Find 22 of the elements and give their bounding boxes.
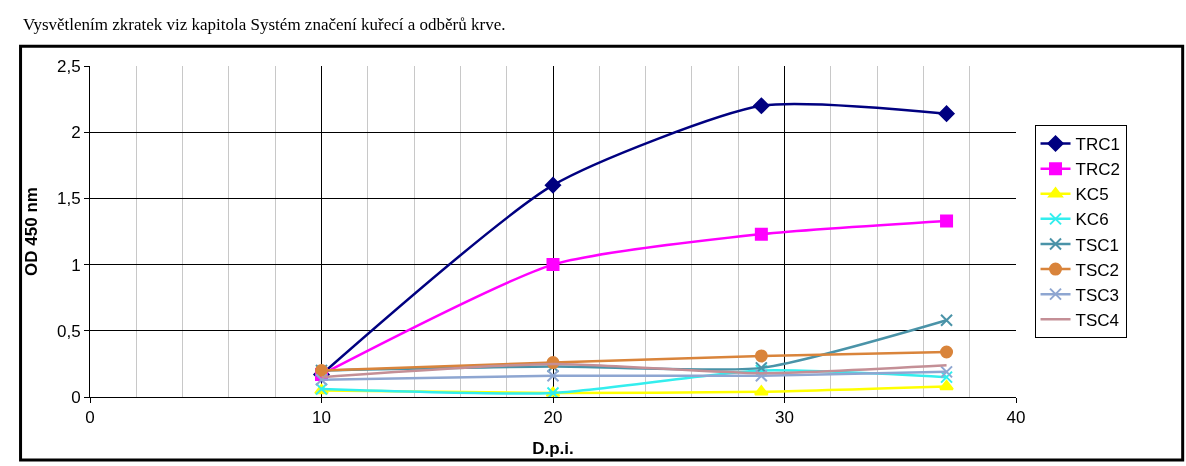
x-tick-label: 10 [312, 408, 331, 428]
legend-label: TRC2 [1075, 160, 1120, 180]
legend-label: KC5 [1075, 185, 1109, 205]
y-tick-label: 0 [71, 387, 81, 407]
legend-label: TSC4 [1075, 310, 1119, 330]
x-axis-title: D.p.i. [532, 438, 574, 458]
text: Vysvětlením zkratek viz kapitola Systém značení kuřecí a odběrů krve. [23, 15, 506, 34]
legend-label: KC6 [1075, 210, 1109, 230]
legend-label: TSC3 [1075, 285, 1119, 305]
x-tick-label: 30 [775, 408, 794, 428]
legend-label: TSC2 [1075, 260, 1119, 280]
x-tick-label: 40 [1006, 408, 1026, 428]
x-tick-label: 0 [85, 408, 95, 428]
y-tick-label: 1,5 [56, 189, 81, 209]
y-tick-label: 2 [71, 123, 81, 143]
y-axis-title: OD 450 nm [21, 187, 41, 276]
legend-label: TRC1 [1075, 135, 1120, 155]
x-tick-label: 20 [543, 408, 563, 428]
y-tick-label: 0,5 [56, 321, 81, 341]
y-tick-label: 2,5 [56, 56, 81, 76]
y-tick-label: 1 [71, 255, 81, 275]
legend-label: TSC1 [1075, 235, 1119, 255]
